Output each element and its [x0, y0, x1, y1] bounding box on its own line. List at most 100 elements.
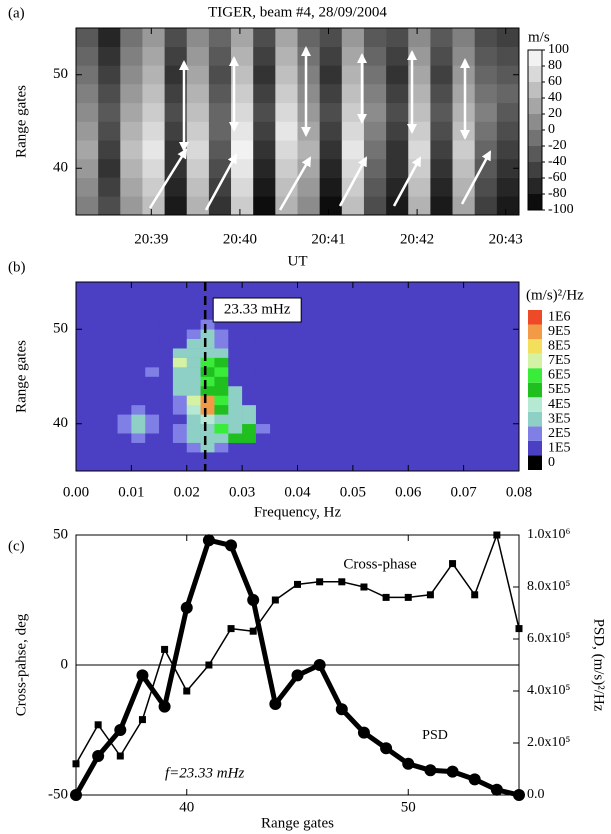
heatmap-cell — [145, 395, 160, 406]
heatmap-cell — [117, 357, 132, 368]
y-tick-label: 40 — [53, 160, 68, 176]
heatmap-cell — [76, 102, 99, 122]
heatmap-cell — [253, 84, 276, 104]
heatmap-cell — [242, 319, 257, 330]
heatmap-cell — [159, 338, 174, 349]
heatmap-cell — [142, 65, 165, 85]
heatmap-cell — [159, 414, 174, 425]
heatmap-cell — [131, 367, 146, 377]
colorbar-patch — [528, 411, 542, 427]
heatmap-cell — [386, 28, 409, 47]
heatmap-cell — [117, 319, 132, 330]
heatmap-cell — [172, 433, 188, 443]
colorbar-label: 4E5 — [548, 397, 571, 412]
heatmap-cell — [145, 338, 160, 349]
heatmap-cell — [145, 329, 160, 339]
heatmap-cell — [142, 196, 165, 216]
heatmap-cell — [186, 404, 201, 415]
heatmap-cell — [120, 65, 143, 85]
heatmap-cell — [408, 177, 431, 197]
heatmap-cell — [228, 442, 243, 453]
heatmap-cell — [452, 140, 475, 160]
heatmap-cell — [76, 158, 99, 178]
heatmap-cell — [120, 84, 143, 104]
heatmap-cell — [208, 196, 232, 216]
heatmap-cell — [255, 423, 271, 434]
heatmap-cell — [98, 102, 121, 122]
colorbar-label: -80 — [548, 186, 567, 201]
heatmap-cell — [208, 140, 232, 160]
heatmap-cell — [363, 140, 387, 160]
heatmap-cell — [474, 158, 498, 178]
heatmap-cell — [186, 395, 201, 406]
heatmap-cell — [430, 46, 453, 66]
heatmap-cell — [186, 376, 201, 387]
heatmap-cell — [186, 423, 201, 434]
heatmap-cell — [474, 140, 498, 160]
y-tick-label: 40 — [53, 415, 68, 431]
heatmap-cell — [172, 319, 188, 330]
heatmap-cell — [131, 433, 146, 443]
heatmap-cell — [496, 140, 520, 160]
heatmap-cell — [275, 102, 298, 122]
x-tick-label: 20:43 — [489, 231, 523, 247]
heatmap-cell — [228, 395, 243, 406]
chart-title: TIGER, beam #4, 28/09/2004 — [208, 4, 387, 20]
heatmap-cell — [474, 46, 498, 66]
heatmap-cell — [408, 140, 431, 160]
heatmap-cell — [275, 65, 298, 85]
heatmap-cell — [117, 442, 132, 453]
heatmap-cell — [386, 46, 409, 66]
colorbar-patch — [528, 178, 542, 195]
heatmap-cell — [142, 121, 165, 141]
heatmap-cell — [142, 158, 165, 178]
heatmap-cell — [255, 395, 271, 406]
heatmap-cell — [120, 196, 143, 216]
heatmap-cell — [172, 414, 188, 425]
heatmap-cell — [341, 121, 365, 141]
heatmap-cell — [208, 84, 232, 104]
heatmap-cell — [228, 348, 243, 358]
point — [247, 594, 260, 606]
heatmap-cell — [474, 65, 498, 85]
heatmap-cell — [430, 28, 453, 47]
heatmap-cell — [474, 28, 498, 47]
heatmap-cell — [131, 376, 146, 387]
point — [138, 716, 146, 724]
y2-tick-label: 6.0x10⁵ — [527, 631, 571, 646]
y-tick-label: 50 — [53, 526, 68, 542]
heatmap-cell — [363, 28, 387, 47]
heatmap-cell — [164, 28, 188, 47]
heatmap-cell — [98, 28, 121, 47]
heatmap-cell — [408, 196, 431, 216]
point — [136, 669, 149, 682]
y-tick-label: 0 — [61, 656, 69, 672]
heatmap-cell — [172, 348, 188, 358]
heatmap-cell — [200, 442, 215, 453]
x-tick-label: 0.02 — [174, 484, 200, 500]
heatmap-cell — [319, 196, 343, 216]
colorbar-label: 8E5 — [548, 339, 571, 354]
colorbar-patch — [528, 440, 542, 456]
heatmap-cell — [275, 121, 298, 141]
heatmap-cell — [496, 46, 520, 66]
heatmap-cell — [363, 65, 387, 85]
heatmap-cell — [186, 158, 210, 178]
point — [92, 750, 105, 762]
heatmap-cell — [172, 423, 188, 434]
heatmap-cell — [200, 357, 215, 368]
heatmap-cell — [242, 376, 257, 387]
frames: (a) TIGER, beam #4, 28/09/2004m/s10080604… — [8, 4, 607, 831]
heatmap-cell — [452, 196, 475, 216]
heatmap-cell — [386, 140, 409, 160]
heatmap-cell — [228, 329, 243, 339]
heatmap-cell — [200, 376, 215, 387]
heatmap-cell — [319, 65, 343, 85]
heatmap-cell — [76, 65, 99, 85]
heatmap-cell — [319, 177, 343, 197]
heatmap-cell — [228, 385, 243, 396]
heatmap-cell — [186, 433, 201, 443]
heatmap-cell — [297, 102, 320, 122]
heatmap-cell — [275, 28, 298, 47]
arrow — [460, 150, 492, 205]
